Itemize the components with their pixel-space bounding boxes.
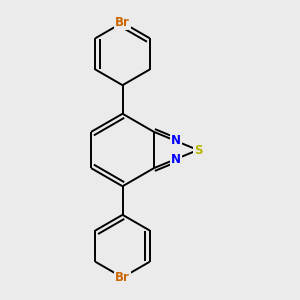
Text: N: N [171,153,181,166]
Text: Br: Br [115,271,130,284]
Text: N: N [171,134,181,147]
Text: Br: Br [115,16,130,29]
Text: S: S [194,143,202,157]
